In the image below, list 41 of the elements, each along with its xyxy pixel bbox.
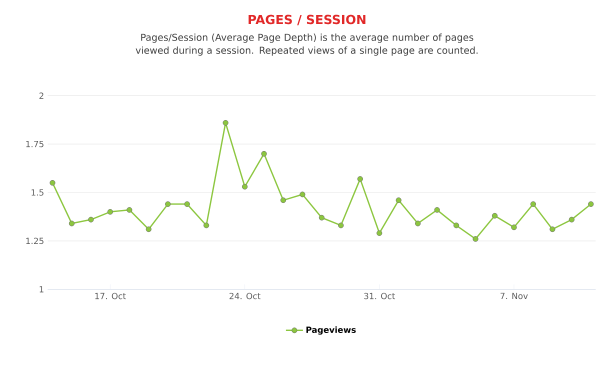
chart-title: PAGES / SESSION: [248, 14, 366, 26]
x-tick-label: 17. Oct: [95, 292, 126, 300]
point: [165, 201, 171, 207]
point: [511, 224, 517, 230]
x-tick-label: 31. Oct: [364, 292, 396, 300]
legend-label: Pageviews: [306, 326, 356, 335]
y-tick-label: 2: [39, 92, 44, 99]
point: [453, 222, 460, 228]
y-tick-label: 1.75: [26, 140, 44, 148]
y-tick-label: 1.5: [32, 189, 44, 196]
point: [300, 192, 306, 198]
x-tick-label: 7. Nov: [500, 292, 528, 300]
point: [68, 220, 75, 226]
point: [203, 222, 210, 228]
point: [280, 197, 286, 204]
point: [376, 230, 382, 236]
point: [222, 120, 228, 126]
point: [107, 209, 114, 215]
x-tick-label: 24. Oct: [230, 292, 260, 300]
point: [396, 197, 402, 204]
point: [242, 184, 248, 190]
point: [472, 236, 478, 242]
y-tick-label: 1: [40, 286, 44, 292]
point: [184, 201, 190, 207]
point: [550, 226, 556, 232]
point: [415, 220, 421, 226]
point: [338, 222, 344, 228]
chart-subtitle: Pages/Session (Average Page Depth) is the average number of pages viewed during a session. Repeated views of a single page are counted.: [136, 34, 478, 56]
point: [126, 207, 132, 213]
point: [357, 176, 363, 182]
point: [50, 180, 56, 186]
y-tick-label: 1.25: [26, 238, 44, 244]
point: [530, 201, 536, 207]
point: [88, 216, 94, 222]
point: [568, 216, 575, 222]
point: [588, 201, 594, 207]
point: [146, 226, 152, 232]
point: [261, 150, 267, 157]
point: [318, 214, 325, 221]
point: [492, 212, 498, 219]
point: [434, 207, 440, 213]
